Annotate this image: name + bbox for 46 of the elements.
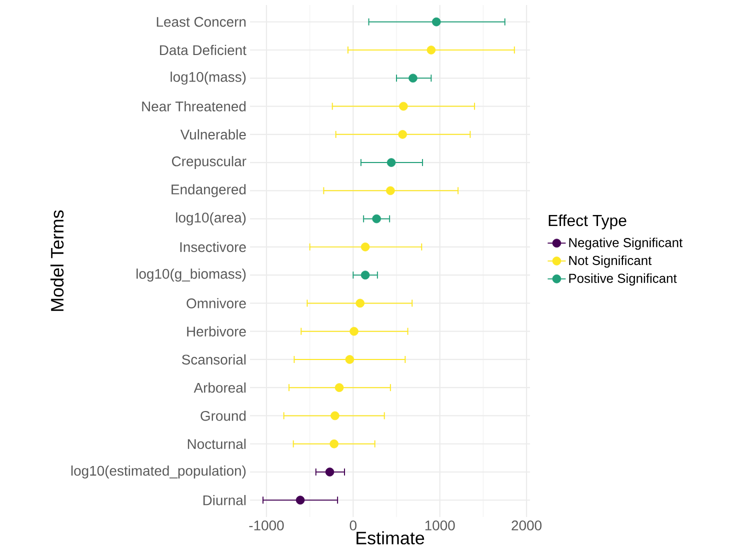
point [345, 355, 354, 364]
y-tick-label: Scansorial [182, 354, 246, 365]
y-tick-label: Vulnerable [180, 129, 246, 140]
y-tick-label: Arboreal [194, 382, 246, 393]
y-tick-label: log10(g_biomass) [136, 268, 246, 282]
point [360, 270, 370, 280]
point [386, 186, 395, 196]
y-tick-label: Herbivore [187, 326, 246, 336]
point [350, 326, 358, 336]
point [426, 46, 436, 54]
legend-label: Negative Significant [569, 238, 683, 250]
y-tick-label: log10(area) [176, 212, 246, 226]
y-tick-label: Insectivore [180, 242, 246, 252]
y-tick-label: log10(estimated_population) [71, 465, 246, 478]
point [408, 74, 418, 83]
point [360, 242, 370, 252]
y-tick-label: Ground [200, 410, 246, 421]
point [386, 158, 396, 167]
point [330, 411, 340, 420]
legend-title: Effect Type [548, 214, 626, 230]
y-tick-label: Omnivore [186, 298, 246, 308]
y-tick-label: Crepuscular [172, 156, 246, 170]
x-tick-label: 2000 [512, 520, 542, 530]
point [296, 496, 305, 505]
legend-label: Positive Significant [569, 273, 677, 286]
point [372, 214, 381, 224]
y-tick-label: Nocturnal [188, 438, 246, 449]
y-tick-label: Least Concern [156, 16, 246, 27]
point [325, 468, 334, 476]
y-axis-title: Model Terms [50, 210, 64, 311]
y-tick-label: Data Deficient [160, 44, 246, 56]
legend-label: Not Significant [569, 256, 652, 268]
y-tick-label: Near Threatened [142, 101, 246, 112]
x-tick-label: 0 [350, 520, 356, 530]
point [432, 17, 441, 26]
y-tick-label: Endangered [172, 184, 246, 198]
point [356, 298, 364, 308]
x-tick-label: 1000 [425, 520, 455, 530]
y-tick-label: Diurnal [203, 495, 246, 506]
x-axis-title: Estimate [356, 531, 424, 544]
y-tick-label: log10(mass) [170, 72, 246, 85]
point [398, 130, 407, 139]
x-tick-label: -1000 [249, 520, 284, 530]
point [334, 383, 344, 392]
point [399, 102, 408, 111]
point [330, 439, 338, 448]
